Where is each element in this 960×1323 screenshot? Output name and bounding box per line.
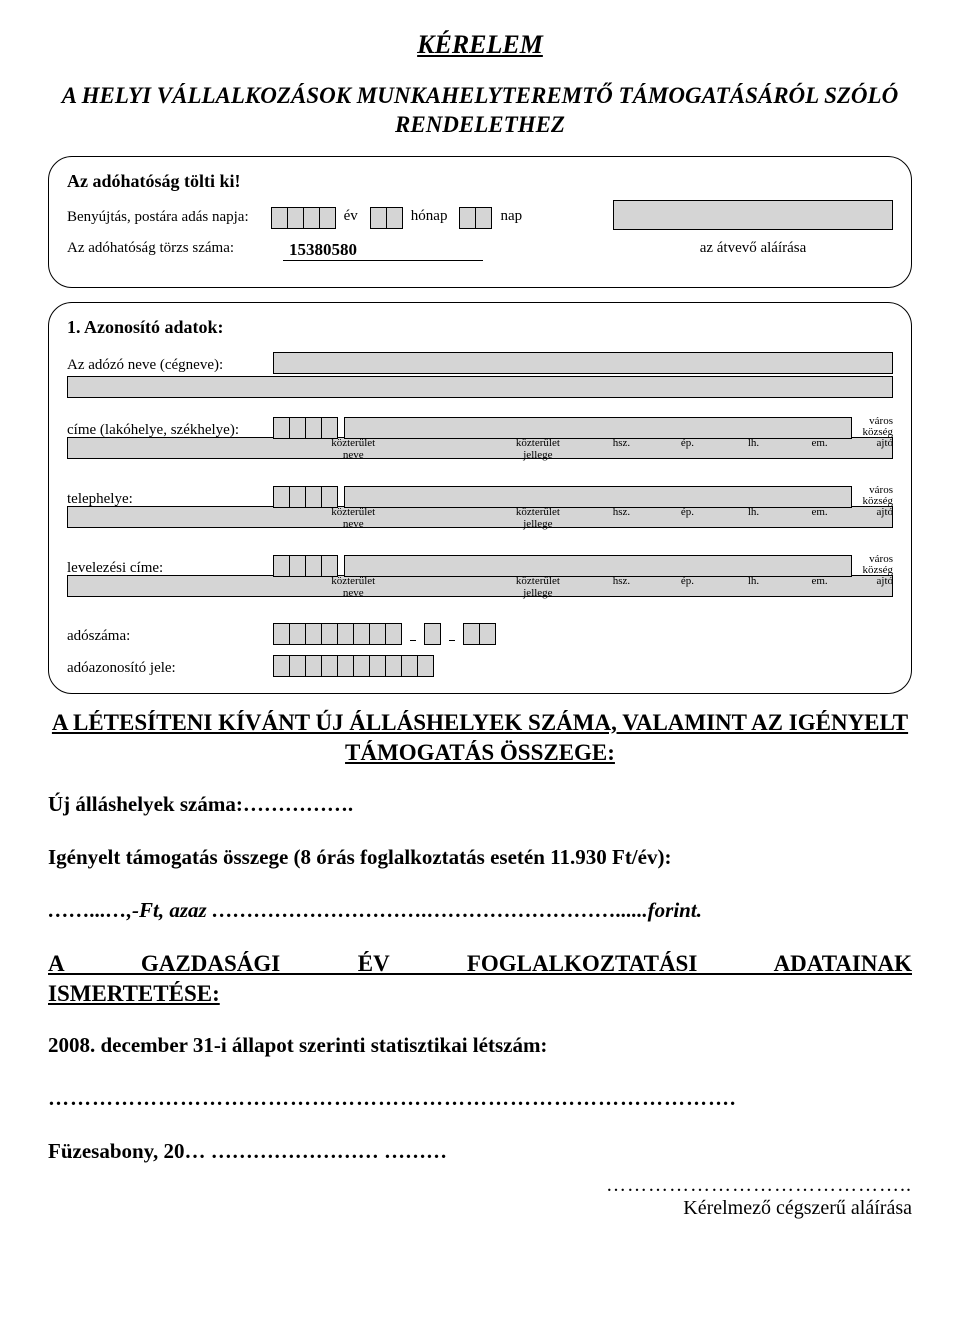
dots-line: …………………………………………………………………………………. bbox=[48, 1086, 912, 1111]
place-date-line: Füzesabony, 20… …………………… ……… bbox=[48, 1139, 912, 1164]
final-signature: …………………………………….. Kérelmező cégszerű aláí… bbox=[48, 1174, 912, 1220]
addr-city-note: városközség bbox=[862, 416, 893, 439]
title-sub: A HELYI VÁLLALKOZÁSOK MUNKAHELYTEREMTŐ T… bbox=[48, 82, 912, 140]
section-jobs-title: A LÉTESÍTENI KÍVÁNT ÚJ ÁLLÁSHELYEK SZÁMA… bbox=[48, 708, 912, 768]
mail-city-note: városközség bbox=[862, 554, 893, 577]
mail-city-field[interactable] bbox=[344, 555, 852, 577]
taxnum-label: adószáma: bbox=[67, 628, 267, 645]
year-unit: év bbox=[344, 208, 358, 225]
taxid-boxes[interactable] bbox=[273, 655, 434, 677]
addr-zip-boxes[interactable] bbox=[273, 417, 338, 439]
submit-date-row: Benyújtás, postára adás napja: év hónap … bbox=[67, 206, 893, 230]
panel-identity: 1. Azonosító adatok: Az adózó neve (cégn… bbox=[48, 302, 912, 694]
taxnum-boxes-3[interactable] bbox=[463, 623, 496, 645]
receiver-signature-label: az átvevő aláírása bbox=[700, 240, 807, 256]
torzs-label: Az adóhatóság törzs száma: bbox=[67, 240, 277, 257]
panel-authority: Az adóhatóság tölti ki! Benyújtás, postá… bbox=[48, 156, 912, 288]
taxnum-boxes-2[interactable] bbox=[424, 623, 441, 645]
jobs-count-line: Új álláshelyek száma:……………. bbox=[48, 792, 912, 817]
taxid-label: adóazonosító jele: bbox=[67, 660, 267, 677]
name-field-2[interactable] bbox=[67, 376, 893, 398]
support-amount-line: Igényelt támogatás összege (8 órás fogla… bbox=[48, 845, 912, 870]
title-main: KÉRELEM bbox=[48, 30, 912, 60]
month-unit: hónap bbox=[411, 208, 448, 225]
month-boxes[interactable] bbox=[370, 207, 403, 229]
day-boxes[interactable] bbox=[459, 207, 492, 229]
panel1-header: Az adóhatóság tölti ki! bbox=[67, 171, 893, 192]
addr-city-field[interactable] bbox=[344, 417, 852, 439]
site-zip-boxes[interactable] bbox=[273, 486, 338, 508]
day-unit: nap bbox=[500, 208, 522, 225]
mail-zip-boxes[interactable] bbox=[273, 555, 338, 577]
econ-title-line1: A GAZDASÁGI ÉV FOGLALKOZTATÁSI ADATAINAK bbox=[48, 951, 912, 977]
name-label: Az adózó neve (cégneve): bbox=[67, 357, 267, 374]
amount-fill-line: ……...…,-Ft, azaz ………………………….………………………...… bbox=[48, 898, 912, 923]
torzs-value: 15380580 bbox=[283, 240, 483, 261]
submit-date-label: Benyújtás, postára adás napja: bbox=[67, 209, 249, 226]
site-city-note: városközség bbox=[862, 485, 893, 508]
site-city-field[interactable] bbox=[344, 486, 852, 508]
econ-title-line2: ISMERTETÉSE: bbox=[48, 981, 912, 1007]
panel2-header: 1. Azonosító adatok: bbox=[67, 317, 893, 338]
year-boxes[interactable] bbox=[271, 207, 336, 229]
name-field-1[interactable] bbox=[273, 352, 893, 374]
receiver-signature-box[interactable] bbox=[613, 200, 893, 230]
stat-count-line: 2008. december 31-i állapot szerinti sta… bbox=[48, 1033, 912, 1058]
taxnum-boxes-1[interactable] bbox=[273, 623, 402, 645]
